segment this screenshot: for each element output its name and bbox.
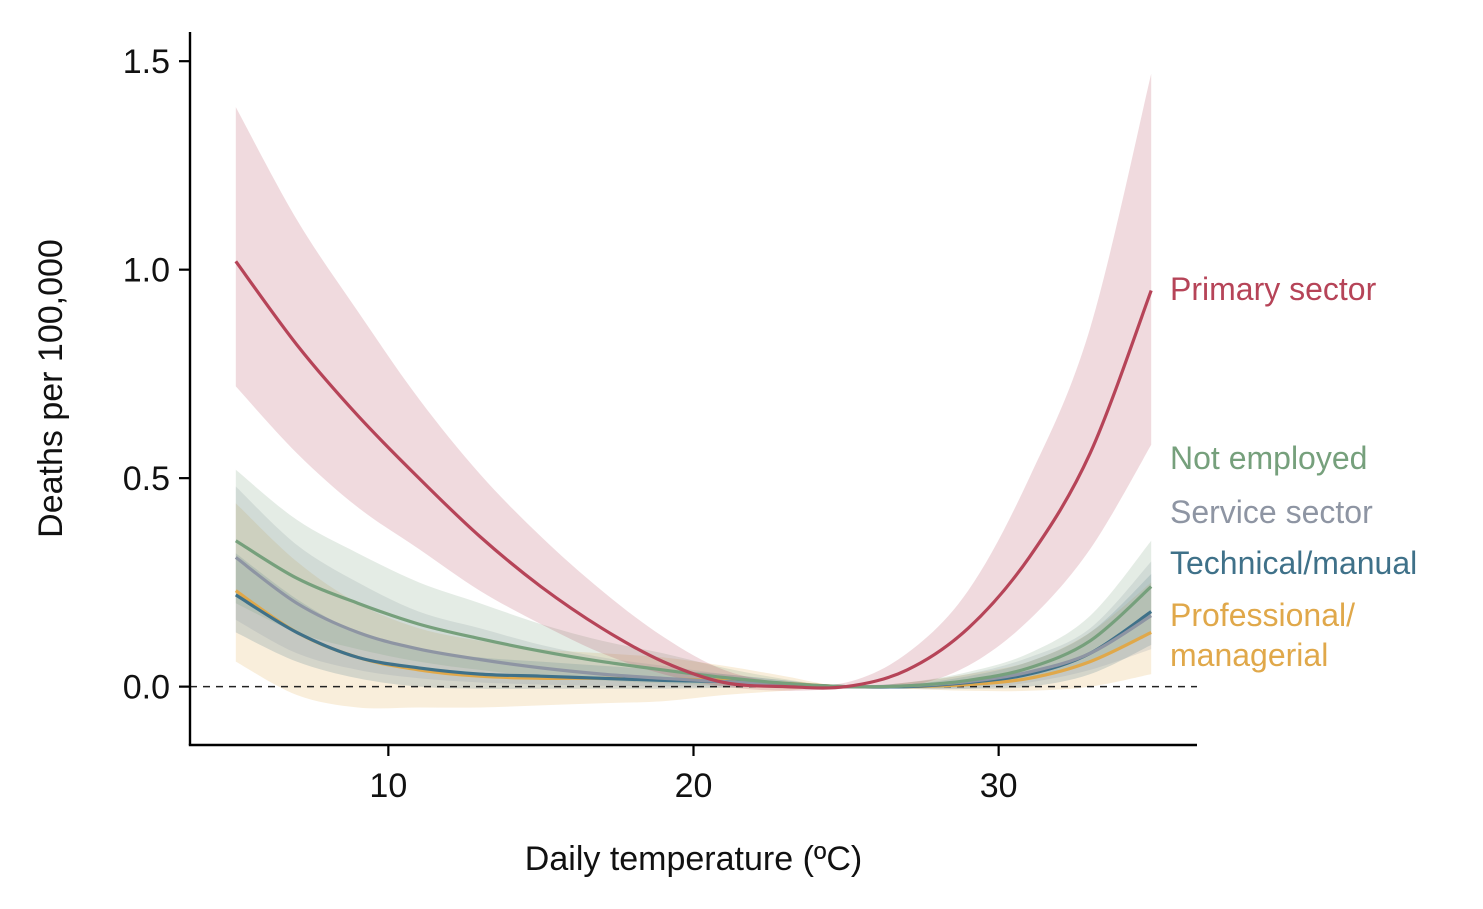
series-lines <box>234 260 1153 690</box>
series-labels: Professional/managerial Technical/manual S… <box>1170 271 1417 673</box>
series-label-line: managerial <box>1170 637 1328 673</box>
axes: 0.0 0.5 1.0 1.5 10 20 30 <box>123 32 1197 805</box>
x-tick-label: 30 <box>980 767 1018 805</box>
confidence-bands <box>235 73 1152 709</box>
primary-sector-line <box>234 260 1153 690</box>
series-label-line: Technical/manual <box>1170 545 1417 581</box>
y-tick-label: 0.0 <box>123 669 170 707</box>
service-sector-confidence-band <box>235 486 1152 690</box>
series-label-line: Professional/ <box>1170 597 1355 633</box>
primary-sector-label: Primary sector <box>1170 271 1377 307</box>
primary-sector-confidence-band <box>235 73 1152 691</box>
series-label-line: Not employed <box>1170 440 1367 476</box>
x-tick-label: 10 <box>369 767 407 805</box>
y-tick-label: 1.0 <box>123 252 170 290</box>
series-label-line: Primary sector <box>1170 271 1377 307</box>
not-employed-label: Not employed <box>1170 440 1367 476</box>
x-axis-title: Daily temperature (ºC) <box>525 840 862 878</box>
x-tick-label: 20 <box>675 767 713 805</box>
professional-managerial-label: Professional/managerial <box>1170 597 1355 673</box>
y-tick-label: 0.5 <box>123 460 170 498</box>
series-label-line: Service sector <box>1170 494 1373 530</box>
y-tick-label: 1.5 <box>123 43 170 81</box>
technical-manual-confidence-band <box>235 553 1152 689</box>
service-sector-label: Service sector <box>1170 494 1373 530</box>
y-axis-title: Deaths per 100,000 <box>32 239 70 538</box>
technical-manual-label: Technical/manual <box>1170 545 1417 581</box>
service-sector-line <box>234 556 1153 689</box>
